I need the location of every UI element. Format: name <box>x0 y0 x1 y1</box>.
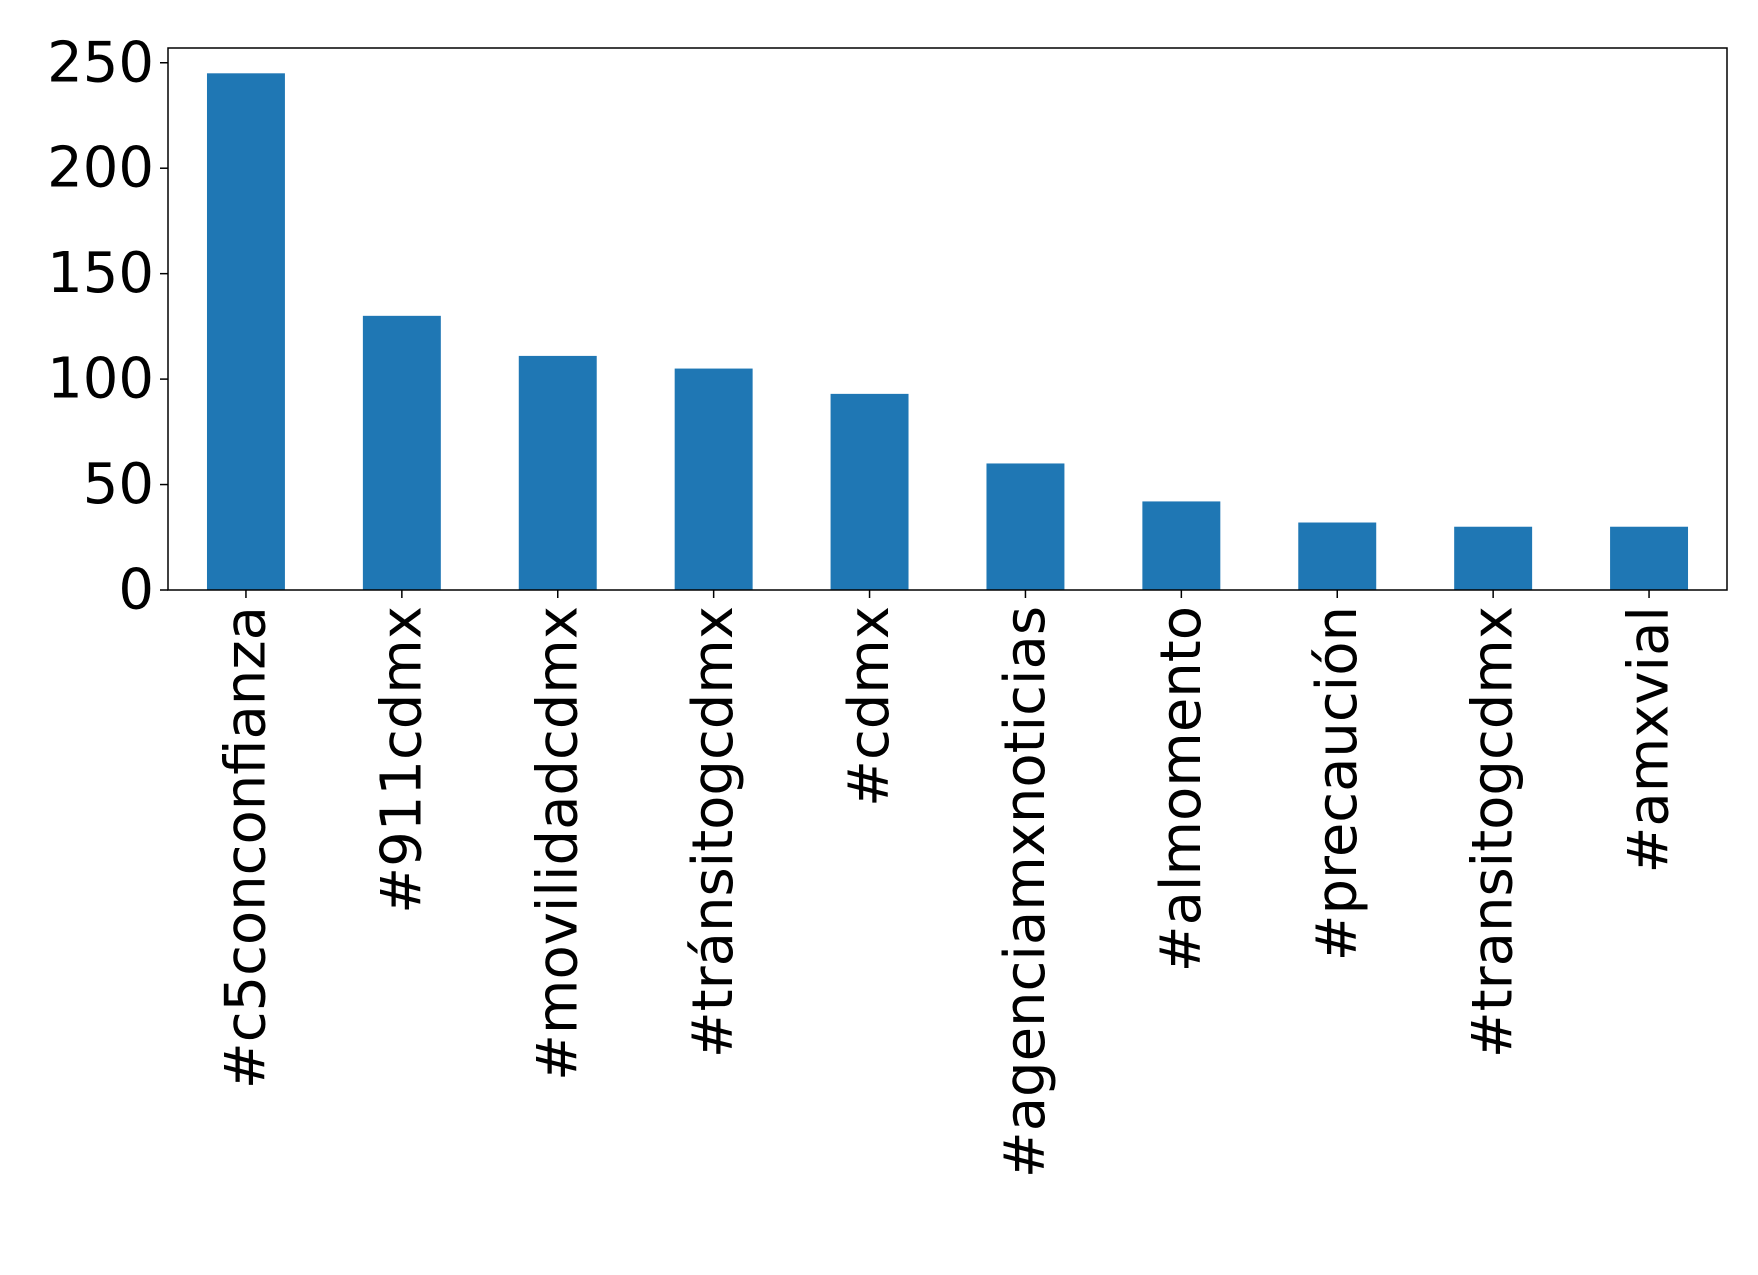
bar <box>674 368 753 590</box>
x-tick-label: #transitogcdmx <box>1461 606 1526 1058</box>
x-tick-label: #911cdmx <box>369 606 434 914</box>
x-tick-label: #precaución <box>1305 606 1370 961</box>
y-tick-label: 150 <box>47 241 154 306</box>
bar <box>1298 522 1377 590</box>
y-axis-ticks: 0 50 100 150 200 250 <box>47 30 168 623</box>
bar <box>986 463 1065 590</box>
bar <box>1610 526 1689 590</box>
bar <box>206 73 285 591</box>
x-tick-label: #c5conconfianza <box>213 606 278 1089</box>
bar <box>518 355 597 590</box>
y-tick-label: 200 <box>47 136 154 201</box>
y-tick-label: 0 <box>118 558 154 623</box>
x-tick-label: #tránsitogcdmx <box>681 606 746 1058</box>
plot-frame <box>167 47 1728 591</box>
x-tick-label: #almomento <box>1149 606 1214 972</box>
x-tick-label: #amxvial <box>1617 606 1682 874</box>
y-tick-label: 50 <box>83 452 154 517</box>
bar <box>830 393 909 590</box>
y-tick-label: 100 <box>47 347 154 412</box>
x-axis-ticks: #c5conconfianza #911cdmx #movilidadcdmx #tr… <box>213 590 1682 1178</box>
bar <box>1142 501 1221 590</box>
x-tick-label: #movilidadcdmx <box>525 606 590 1081</box>
x-tick-label: #agenciamxnoticias <box>993 606 1058 1178</box>
x-tick-label: #cdmx <box>837 606 902 807</box>
y-tick-label: 250 <box>47 30 154 95</box>
bar <box>1454 526 1533 590</box>
bar <box>362 315 441 590</box>
bars-group <box>206 73 1689 591</box>
